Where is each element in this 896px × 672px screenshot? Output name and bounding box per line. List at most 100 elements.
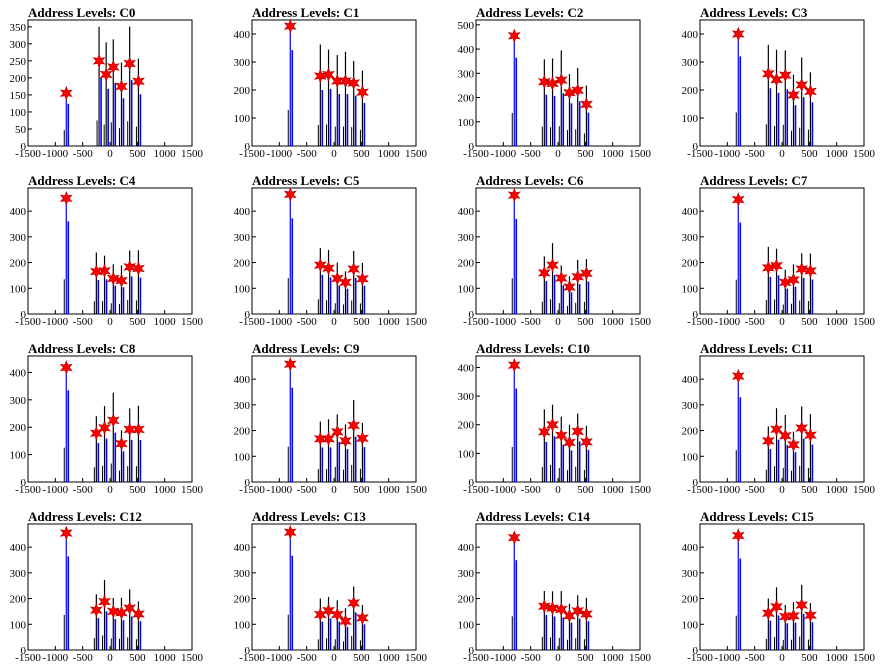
y-tick-label: 200	[10, 258, 27, 270]
y-tick-label: 0	[21, 141, 27, 153]
x-tick-label: -1500	[463, 148, 489, 160]
x-tick-label: 1500	[629, 148, 652, 160]
x-tick-label: -1500	[15, 316, 41, 328]
x-tick-label: -1500	[687, 484, 713, 496]
x-tick-label: 1500	[629, 652, 652, 664]
x-tick-label: 1000	[378, 148, 401, 160]
x-tick-label: 1000	[602, 148, 625, 160]
y-tick-label: 200	[10, 73, 27, 85]
y-tick-label: 0	[245, 141, 251, 153]
peak-marker	[731, 368, 745, 384]
x-tick-label: -1000	[490, 484, 516, 496]
x-tick-label: 500	[129, 652, 146, 664]
peak-marker	[106, 59, 120, 75]
plot-frame	[475, 523, 641, 651]
y-tick-label: 0	[693, 477, 699, 489]
y-tick-label: 400	[682, 542, 699, 554]
peak-marker	[98, 420, 111, 436]
x-tick-label: 500	[801, 148, 818, 160]
x-tick-label: -1000	[42, 484, 68, 496]
x-tick-label: -1000	[266, 316, 292, 328]
y-tick-label: 0	[469, 477, 475, 489]
x-tick-label: 1000	[378, 484, 401, 496]
peak-marker	[580, 606, 593, 622]
y-tick-label: 400	[682, 206, 699, 218]
x-tick-label: -1500	[239, 148, 265, 160]
peak-marker	[283, 524, 297, 540]
x-tick-label: 500	[577, 484, 594, 496]
peak-marker	[322, 603, 335, 619]
peak-marker	[804, 263, 817, 279]
chart-panel: Address Levels: C10 0 100 200 300 400 -1500 -10…	[458, 341, 652, 496]
y-tick-label: 0	[693, 309, 699, 321]
x-tick-label: -500	[73, 652, 94, 664]
peak-marker	[89, 425, 103, 441]
y-tick-label: 200	[682, 594, 699, 606]
plot-frame	[251, 187, 417, 315]
peak-marker	[546, 600, 559, 616]
peak-marker	[123, 600, 137, 616]
peak-marker	[123, 422, 137, 437]
x-tick-label: 500	[577, 148, 594, 160]
x-tick-label: -1000	[266, 148, 292, 160]
y-tick-label: 300	[10, 232, 27, 244]
y-tick-label: 0	[245, 645, 251, 657]
peak-marker	[132, 261, 145, 276]
chart-panel: Address Levels: C7 0 100 200 300 400 -1500 -100…	[682, 173, 876, 328]
x-tick-label: -1000	[42, 148, 68, 160]
peak-marker	[322, 260, 335, 276]
peak-marker	[554, 270, 568, 286]
y-tick-label: 300	[10, 568, 27, 580]
x-tick-label: -500	[745, 652, 766, 664]
plot-frame	[27, 19, 193, 147]
x-tick-label: 1500	[853, 148, 876, 160]
y-tick-label: 100	[458, 283, 475, 295]
y-tick-label: 400	[234, 206, 251, 218]
y-tick-label: 0	[469, 141, 475, 153]
x-tick-label: 500	[577, 652, 594, 664]
y-tick-label: 100	[234, 619, 251, 631]
x-tick-label: -500	[297, 316, 318, 328]
chart-title: Address Levels: C9	[252, 341, 360, 356]
x-tick-label: 0	[555, 652, 561, 664]
x-tick-label: 1500	[405, 316, 428, 328]
x-tick-label: 500	[353, 148, 370, 160]
x-tick-label: 1000	[154, 316, 177, 328]
x-tick-label: 1000	[602, 652, 625, 664]
x-tick-label: -1500	[239, 652, 265, 664]
x-tick-label: 0	[779, 484, 785, 496]
peak-marker	[787, 87, 800, 103]
y-tick-label: 0	[469, 645, 475, 657]
x-tick-label: -1500	[239, 316, 265, 328]
y-tick-label: 100	[682, 451, 699, 463]
plot-frame	[699, 523, 865, 651]
x-tick-label: 1500	[629, 316, 652, 328]
plot-frame	[699, 355, 865, 483]
x-tick-label: 0	[331, 316, 337, 328]
x-tick-label: -500	[297, 148, 318, 160]
x-tick-label: 1000	[826, 316, 849, 328]
peak-marker	[330, 271, 344, 286]
peak-marker	[804, 427, 817, 443]
plot-frame	[475, 187, 641, 315]
y-tick-label: 100	[458, 117, 475, 129]
x-tick-label: 1500	[181, 484, 204, 496]
x-tick-label: 1500	[405, 652, 428, 664]
peak-marker	[731, 26, 745, 42]
x-tick-label: 1000	[378, 652, 401, 664]
x-tick-label: 500	[129, 316, 146, 328]
peak-marker	[106, 604, 120, 619]
chart-panel: Address Levels: C1 0 100 200 300 400 -1500 -100…	[234, 5, 428, 160]
x-tick-label: -1000	[714, 316, 740, 328]
x-tick-label: 0	[107, 652, 113, 664]
peak-marker	[795, 420, 809, 436]
x-tick-label: -1000	[266, 652, 292, 664]
chart-panel: Address Levels: C13 0 100 200 300 400 -1500 -10…	[234, 509, 428, 664]
y-tick-label: 300	[458, 68, 475, 80]
peak-marker	[761, 66, 775, 82]
y-tick-label: 400	[458, 44, 475, 56]
x-tick-label: -500	[73, 484, 94, 496]
x-tick-label: 0	[779, 652, 785, 664]
y-tick-label: 300	[682, 232, 699, 244]
y-tick-label: 200	[682, 258, 699, 270]
